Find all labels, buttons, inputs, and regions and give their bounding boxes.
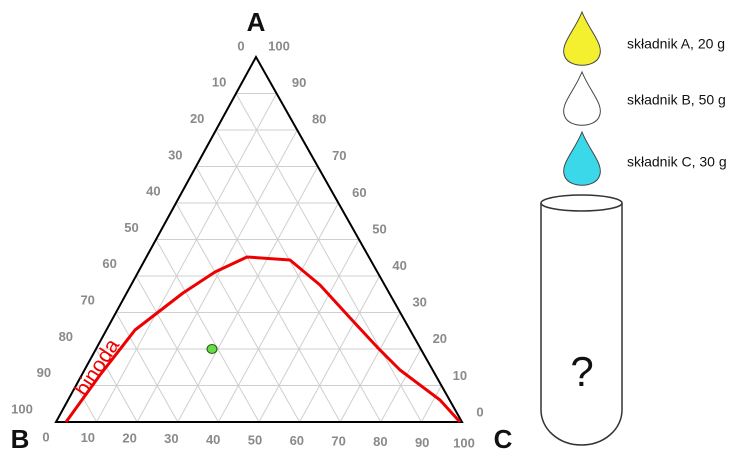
right-tick-label: 40 xyxy=(392,258,406,273)
left-tick-label: 70 xyxy=(80,293,94,308)
grid-line xyxy=(340,313,400,423)
vertex-label: C xyxy=(494,424,513,454)
vertex-label: A xyxy=(247,7,266,37)
right-tick-label: 70 xyxy=(332,148,346,163)
grid-line xyxy=(156,240,259,423)
ternary-screen: binoda A B C 010203040506070809010010090… xyxy=(0,0,751,455)
left-tick-label: 10 xyxy=(212,75,226,90)
bottom-tick-label: 80 xyxy=(373,434,387,449)
tube-label: ? xyxy=(570,348,593,395)
left-tick-label: 100 xyxy=(11,401,33,416)
right-tick-label: 50 xyxy=(372,221,386,236)
left-tick-label: 90 xyxy=(37,365,51,380)
binodal-curve xyxy=(66,257,460,422)
bottom-tick-label: 50 xyxy=(248,432,262,447)
bottom-tick-label: 70 xyxy=(331,434,345,449)
bottom-tick-label: 20 xyxy=(122,431,136,446)
left-tick-label: 30 xyxy=(168,147,182,162)
right-tick-label: 60 xyxy=(352,185,366,200)
right-tick-label: 0 xyxy=(476,404,483,419)
right-tick-label: 80 xyxy=(312,112,326,127)
drop-a xyxy=(564,12,601,65)
left-tick-label: 80 xyxy=(59,329,73,344)
left-tick-label: 60 xyxy=(102,256,116,271)
component-label: składnik B, 50 g xyxy=(627,92,726,108)
curve-label: binoda xyxy=(70,335,124,401)
bottom-tick-label: 40 xyxy=(206,432,220,447)
right-tick-label: 100 xyxy=(268,38,290,53)
vertex-label: B xyxy=(11,424,30,454)
right-tick-label: 30 xyxy=(412,295,426,310)
right-tick-label: 20 xyxy=(433,331,447,346)
bottom-tick-label: 60 xyxy=(290,433,304,448)
drop-c xyxy=(564,132,601,185)
mixture-point xyxy=(207,345,217,354)
component-label: składnik A, 20 g xyxy=(627,36,725,52)
left-tick-label: 20 xyxy=(190,111,204,126)
grid-line xyxy=(259,240,359,423)
right-tick-label: 10 xyxy=(453,368,467,383)
left-tick-label: 40 xyxy=(146,184,160,199)
grid-line xyxy=(116,313,178,423)
test-tube xyxy=(541,203,622,445)
tube-rim xyxy=(541,195,622,211)
left-tick-label: 0 xyxy=(237,38,244,53)
grid-line xyxy=(196,167,340,423)
bottom-tick-label: 90 xyxy=(415,435,429,450)
bottom-tick-label: 100 xyxy=(453,435,475,450)
bottom-tick-label: 0 xyxy=(42,429,49,444)
bottom-tick-label: 10 xyxy=(81,430,95,445)
right-tick-label: 90 xyxy=(292,75,306,90)
grid-line xyxy=(178,167,318,423)
left-tick-label: 50 xyxy=(124,220,138,235)
component-label: składnik C, 30 g xyxy=(627,154,727,170)
grid-line xyxy=(421,386,441,423)
bottom-tick-label: 30 xyxy=(164,431,178,446)
drop-b xyxy=(564,72,601,125)
